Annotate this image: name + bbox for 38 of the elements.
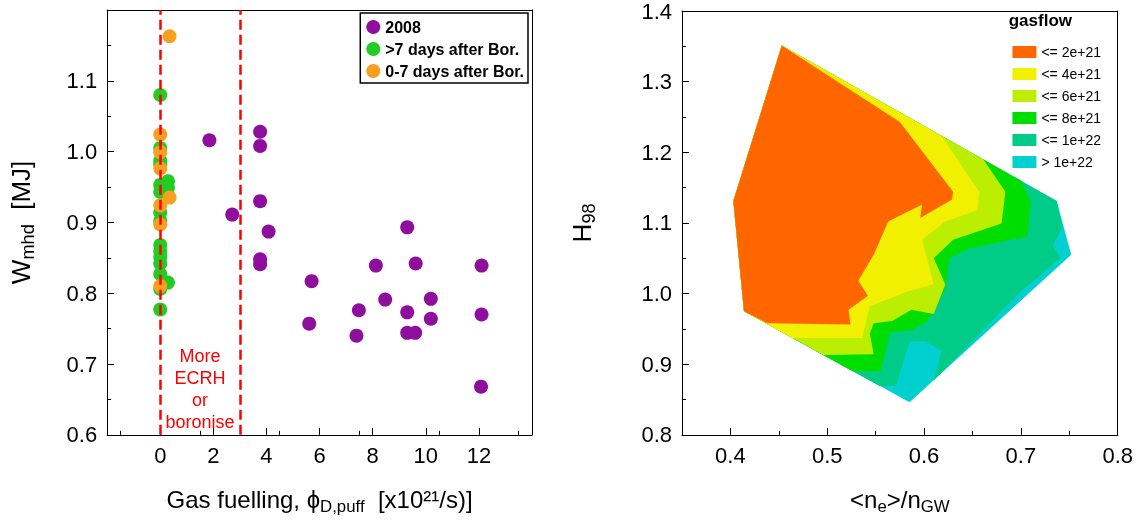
y-axis-title: H98 bbox=[566, 203, 599, 243]
x-tick-label: 0.6 bbox=[908, 443, 940, 469]
x-tick-label: 4 bbox=[260, 443, 273, 469]
y-tick-label: 0.6 bbox=[66, 422, 98, 448]
legend-label: >7 days after Bor. bbox=[385, 40, 520, 58]
y-tick-label: 0.9 bbox=[66, 209, 98, 235]
x-tick-label: 6 bbox=[313, 443, 326, 469]
legend-title: gasflow bbox=[1008, 11, 1073, 30]
x-tick-label: 0 bbox=[154, 443, 167, 469]
x-tick-label: 0.5 bbox=[811, 443, 843, 469]
legend-label: <= 6e+21 bbox=[1041, 88, 1102, 104]
x-tick-label: 12 bbox=[466, 443, 492, 469]
annotation: More ECRH or boronise bbox=[165, 345, 235, 432]
y-tick-label: 0.8 bbox=[641, 422, 672, 448]
y-axis-title: Wmhd [MJ] bbox=[6, 160, 39, 285]
y-tick-label: 1.2 bbox=[641, 139, 672, 165]
legend-label: <= 2e+21 bbox=[1041, 44, 1102, 60]
y-tick-label: 0.8 bbox=[66, 280, 98, 306]
y-tick-label: 1.0 bbox=[641, 281, 672, 307]
legend-label: <= 4e+21 bbox=[1041, 66, 1102, 82]
x-tick-label: 2 bbox=[207, 443, 220, 469]
y-tick-label: 1.4 bbox=[641, 0, 672, 24]
y-tick-label: 1.1 bbox=[66, 68, 98, 94]
x-tick-label: 0.8 bbox=[1102, 443, 1134, 469]
x-tick-label: 10 bbox=[413, 443, 439, 469]
legend-label: 2008 bbox=[385, 18, 421, 36]
y-tick-label: 1.0 bbox=[66, 139, 98, 165]
legend-label: 0-7 days after Bor. bbox=[385, 62, 525, 80]
legend-label: <= 1e+22 bbox=[1041, 132, 1102, 148]
x-tick-label: 8 bbox=[366, 443, 379, 469]
y-tick-label: 0.7 bbox=[66, 351, 98, 377]
x-tick-label: 0.7 bbox=[1005, 443, 1037, 469]
y-tick-label: 0.9 bbox=[641, 351, 672, 377]
x-tick-label: 0.4 bbox=[715, 443, 746, 469]
legend-label: > 1e+22 bbox=[1041, 154, 1094, 170]
y-tick-label: 1.3 bbox=[641, 69, 672, 95]
y-tick-label: 1.1 bbox=[641, 210, 672, 236]
legend-label: <= 8e+21 bbox=[1041, 110, 1102, 126]
